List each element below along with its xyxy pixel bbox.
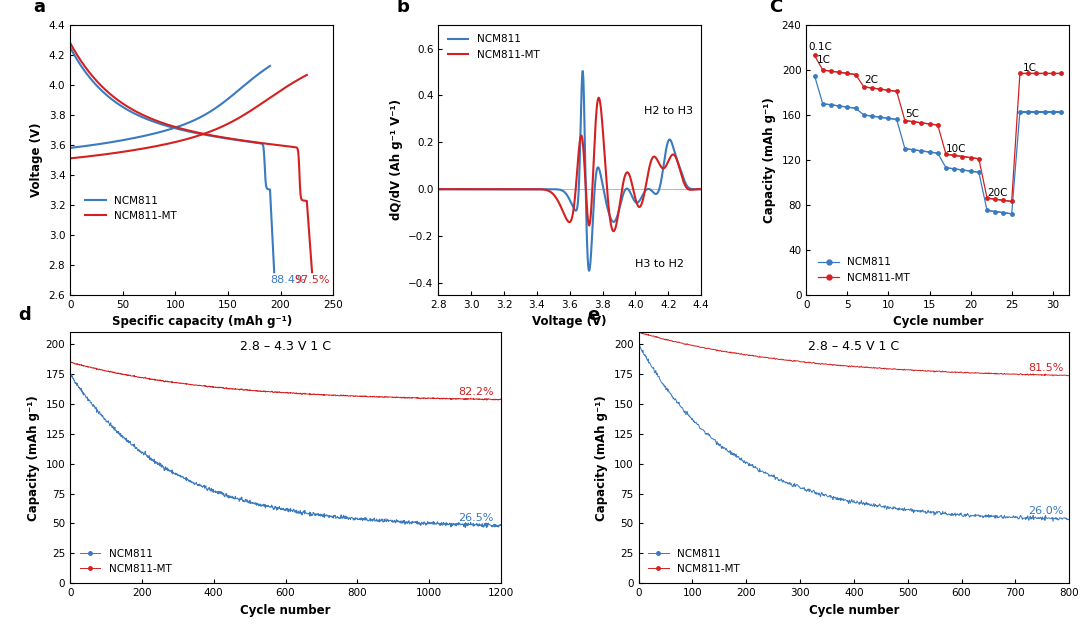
- Y-axis label: Capacity (mAh g⁻¹): Capacity (mAh g⁻¹): [595, 395, 608, 520]
- Text: 97.5%: 97.5%: [294, 275, 329, 285]
- Text: 82.2%: 82.2%: [458, 387, 494, 397]
- Legend: NCM811, NCM811-MT: NCM811, NCM811-MT: [644, 544, 744, 578]
- X-axis label: Cycle number: Cycle number: [240, 604, 330, 616]
- Y-axis label: Capacity (mAh g⁻¹): Capacity (mAh g⁻¹): [27, 395, 40, 520]
- Text: H3 to H2: H3 to H2: [635, 258, 685, 268]
- Text: e: e: [586, 306, 599, 324]
- X-axis label: Specific capacity (mAh g⁻¹): Specific capacity (mAh g⁻¹): [111, 315, 292, 328]
- X-axis label: Voltage (V): Voltage (V): [532, 315, 607, 328]
- Legend: NCM811, NCM811-MT: NCM811, NCM811-MT: [814, 253, 915, 287]
- Text: 2.8 – 4.3 V 1 C: 2.8 – 4.3 V 1 C: [240, 340, 330, 353]
- Y-axis label: Capacity (mAh g⁻¹): Capacity (mAh g⁻¹): [764, 97, 777, 223]
- Text: 88.4%: 88.4%: [270, 275, 306, 285]
- Text: 5C: 5C: [905, 109, 919, 119]
- Text: 26.0%: 26.0%: [1028, 506, 1064, 516]
- Text: a: a: [33, 0, 45, 16]
- Text: 1C: 1C: [816, 55, 831, 65]
- Legend: NCM811, NCM811-MT: NCM811, NCM811-MT: [81, 192, 181, 225]
- X-axis label: Cycle number: Cycle number: [892, 315, 983, 328]
- Legend: NCM811, NCM811-MT: NCM811, NCM811-MT: [76, 544, 176, 578]
- Text: 2.8 – 4.5 V 1 C: 2.8 – 4.5 V 1 C: [808, 340, 900, 353]
- Text: C: C: [769, 0, 783, 16]
- Text: 26.5%: 26.5%: [458, 513, 494, 523]
- Text: 81.5%: 81.5%: [1028, 363, 1064, 372]
- Text: 10C: 10C: [946, 144, 967, 154]
- Text: 20C: 20C: [987, 188, 1008, 198]
- Text: H2 to H3: H2 to H3: [644, 106, 692, 116]
- Text: b: b: [396, 0, 409, 16]
- Y-axis label: Voltage (V): Voltage (V): [30, 123, 43, 197]
- Legend: NCM811, NCM811-MT: NCM811, NCM811-MT: [444, 30, 543, 64]
- X-axis label: Cycle number: Cycle number: [809, 604, 900, 616]
- Text: 1C: 1C: [1023, 63, 1037, 73]
- Y-axis label: dQ/dV (Ah g⁻¹ V⁻¹): dQ/dV (Ah g⁻¹ V⁻¹): [390, 100, 403, 220]
- Text: d: d: [18, 306, 31, 324]
- Text: 0.1C: 0.1C: [808, 42, 832, 52]
- Text: 2C: 2C: [864, 75, 878, 85]
